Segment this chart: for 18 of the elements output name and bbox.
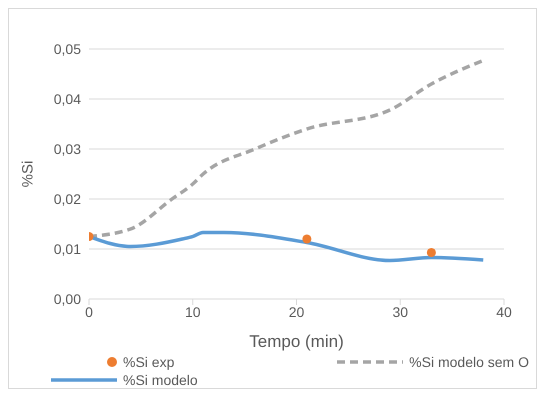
y-tick-label: 0,01 [54, 240, 82, 257]
x-tick-label: 20 [288, 304, 304, 320]
x-tick-label: 30 [392, 304, 408, 320]
legend-label: %Si modelo [123, 372, 198, 388]
legend-label: %Si modelo sem O [409, 354, 529, 370]
y-tick-label: 0,04 [54, 90, 82, 107]
y-tick-label: 0,03 [54, 140, 82, 157]
x-axis-title: Tempo (min) [249, 332, 344, 351]
y-tick-label: 0,00 [54, 290, 82, 307]
point [302, 234, 312, 244]
x-tick-label: 40 [496, 304, 512, 320]
y-tick-label: 0,02 [54, 190, 82, 207]
legend-label: %Si exp [123, 354, 174, 370]
point [426, 248, 436, 258]
x-tick-label: 0 [85, 304, 94, 320]
x-tick-label: 10 [184, 304, 201, 320]
y-axis-title: %Si [19, 160, 36, 188]
y-tick-label: 0,05 [54, 40, 82, 57]
